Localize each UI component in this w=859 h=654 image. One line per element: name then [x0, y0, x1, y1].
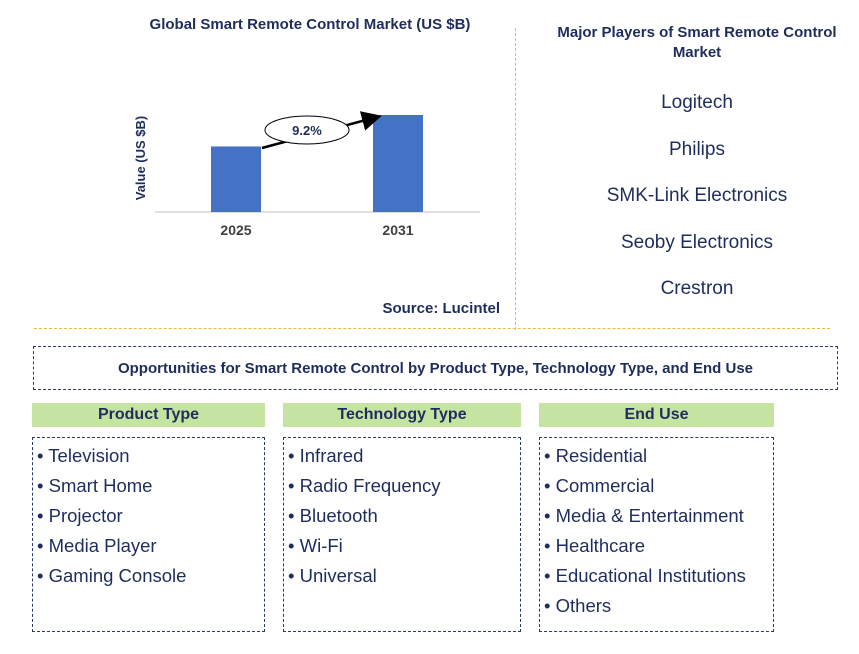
- x-tick-label: 2031: [382, 222, 413, 238]
- bar-chart: Value (US $B) 2025 2031 9.2%: [133, 111, 480, 238]
- technology-type-list: Infrared Radio Frequency Bluetooth Wi-Fi…: [283, 437, 521, 632]
- cagr-label: 9.2%: [292, 123, 322, 138]
- player-item: Seoby Electronics: [620, 231, 774, 253]
- technology-type-header: Technology Type: [283, 403, 521, 427]
- player-item: Crestron: [660, 278, 734, 299]
- end-use-header: End Use: [539, 403, 774, 427]
- chart-title: Global Smart Remote Control Market (US $…: [149, 16, 471, 33]
- opportunities-title: Opportunities for Smart Remote Control b…: [33, 346, 838, 390]
- bar-2025: [211, 146, 261, 212]
- player-item: SMK-Link Electronics: [606, 185, 788, 206]
- list-item: Television: [37, 441, 264, 471]
- end-use-list: Residential Commercial Media & Entertain…: [539, 437, 774, 632]
- list-item: Media & Entertainment: [544, 501, 773, 531]
- list-item: Smart Home: [37, 471, 264, 501]
- bar-2031: [373, 115, 423, 212]
- list-item: Projector: [37, 501, 264, 531]
- list-item: Educational Institutions: [544, 561, 773, 591]
- list-item: Wi-Fi: [288, 531, 520, 561]
- list-item: Others: [544, 591, 773, 621]
- player-item: Logitech: [661, 92, 733, 113]
- players-title: Major Players of Smart Remote Control Ma…: [557, 24, 837, 61]
- list-item: Radio Frequency: [288, 471, 520, 501]
- list-item: Residential: [544, 441, 773, 471]
- list-item: Infrared: [288, 441, 520, 471]
- list-item: Commercial: [544, 471, 773, 501]
- source-label: Source: Lucintel: [382, 300, 500, 317]
- list-item: Universal: [288, 561, 520, 591]
- list-item: Media Player: [37, 531, 264, 561]
- product-type-list: Television Smart Home Projector Media Pl…: [32, 437, 265, 632]
- list-item: Healthcare: [544, 531, 773, 561]
- x-tick-label: 2025: [220, 222, 251, 238]
- player-item: Philips: [669, 138, 725, 160]
- product-type-header: Product Type: [32, 403, 265, 427]
- horizontal-divider: [34, 328, 830, 329]
- y-axis-label: Value (US $B): [133, 116, 148, 201]
- vertical-divider: [515, 28, 516, 330]
- players-list: Logitech Philips SMK-Link Electronics Se…: [556, 92, 838, 325]
- list-item: Bluetooth: [288, 501, 520, 531]
- cagr-ellipse: [264, 115, 350, 145]
- list-item: Gaming Console: [37, 561, 264, 591]
